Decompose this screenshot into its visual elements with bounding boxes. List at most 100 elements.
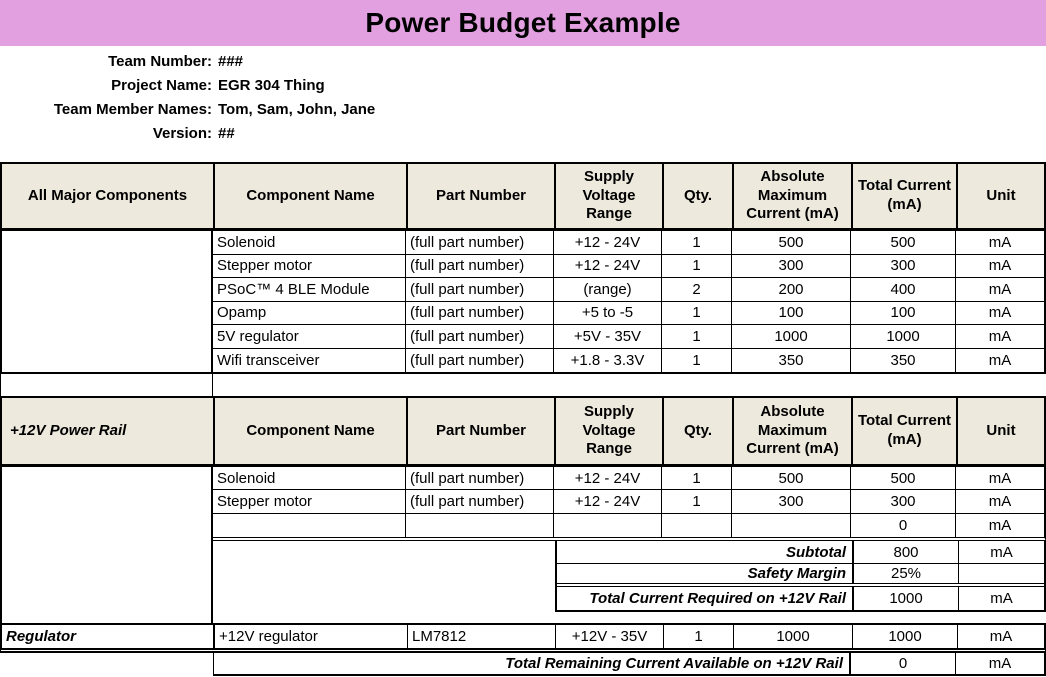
info-block: Team Number: ### Project Name: EGR 304 T… — [0, 49, 375, 145]
version-label: Version: — [152, 124, 212, 142]
table-row: PSoC™ 4 BLE Module (full part number) (r… — [213, 278, 1044, 302]
cell-part-number: (full part number) — [406, 348, 554, 372]
page-title: Power Budget Example — [365, 7, 681, 38]
cell-part-number: (full part number) — [406, 467, 554, 490]
table-row: 5V regulator (full part number) +5V - 35… — [213, 325, 1044, 349]
table-row: Stepper motor (full part number) +12 - 2… — [213, 254, 1044, 278]
info-row-project-name: Project Name: EGR 304 Thing — [0, 73, 375, 97]
cell-total-current: 1000 — [853, 625, 958, 648]
cell-supply-voltage: +12 - 24V — [554, 254, 662, 277]
cell-component-name: Wifi transceiver — [213, 348, 406, 372]
cell-part-number: (full part number) — [406, 231, 554, 254]
total-remaining-value: 0 — [851, 653, 956, 674]
subtotal-label: Subtotal — [557, 541, 854, 563]
all-components-table-body: Solenoid (full part number) +12 - 24V 1 … — [0, 231, 1046, 374]
cell-abs-max-current: 200 — [732, 278, 851, 301]
col-header-abs-max-current: Absolute Maximum Current (mA) — [734, 164, 853, 228]
version-value: ## — [218, 124, 235, 142]
col-header-supply-voltage: Supply Voltage Range — [556, 398, 664, 464]
total-required-label: Total Current Required on +12V Rail — [557, 587, 854, 610]
col-header-total-current: Total Current (mA) — [853, 398, 958, 464]
column-connector-lines — [0, 374, 213, 396]
cell-unit: mA — [988, 351, 1012, 369]
cell-abs-max-current: 500 — [732, 231, 851, 254]
subtotal-unit: mA — [990, 543, 1013, 561]
safety-margin-row: Safety Margin 25% — [557, 564, 1044, 587]
cell-total-current: 100 — [851, 301, 956, 324]
all-components-rows: Solenoid (full part number) +12 - 24V 1 … — [213, 231, 1044, 372]
cell-total-current: 350 — [851, 348, 956, 372]
cell-supply-voltage: (range) — [554, 278, 662, 301]
cell-total-current: 500 — [851, 467, 956, 490]
cell-total-current: 500 — [851, 231, 956, 254]
team-number-value: ### — [218, 52, 244, 70]
cell-abs-max-current: 300 — [732, 490, 851, 513]
info-row-version: Version: ## — [0, 121, 375, 145]
col-header-qty: Qty. — [664, 164, 734, 228]
cell-unit: mA — [988, 516, 1012, 534]
safety-margin-unit — [959, 564, 1044, 583]
cell-abs-max-current — [732, 513, 851, 537]
col-header-component-name: Component Name — [215, 164, 408, 228]
cell-component-name: 5V regulator — [213, 325, 406, 348]
col-header-total-current: Total Current (mA) — [853, 164, 958, 228]
table-row: Solenoid (full part number) +12 - 24V 1 … — [213, 467, 1044, 491]
cell-abs-max-current: 1000 — [734, 625, 853, 648]
cell-abs-max-current: 100 — [732, 301, 851, 324]
team-number-label: Team Number: — [108, 52, 212, 70]
subtotal-row: Subtotal 800 mA — [557, 541, 1044, 564]
power-rail-header-row: +12V Power Rail Component Name Part Numb… — [0, 396, 1046, 467]
power-rail-empty-column — [0, 467, 213, 623]
total-remaining-unit: mA — [988, 655, 1012, 672]
total-remaining-label: Total Remaining Current Available on +12… — [214, 653, 851, 674]
cell-abs-max-current: 300 — [732, 254, 851, 277]
subtotal-value: 800 — [854, 541, 959, 563]
cell-part-number — [406, 513, 554, 537]
cell-qty: 1 — [662, 467, 732, 490]
cell-total-current: 1000 — [851, 325, 956, 348]
cell-part-number: LM7812 — [408, 625, 556, 648]
cell-qty — [662, 513, 732, 537]
cell-part-number: (full part number) — [406, 490, 554, 513]
cell-unit: mA — [988, 280, 1012, 298]
cell-total-current: 300 — [851, 254, 956, 277]
col-header-component-name: Component Name — [215, 398, 408, 464]
title-banner: Power Budget Example — [0, 0, 1046, 46]
cell-component-name: Opamp — [213, 301, 406, 324]
table-row-empty: 0 mA — [213, 513, 1044, 537]
cell-qty: 1 — [662, 301, 732, 324]
col-header-unit: Unit — [986, 421, 1016, 439]
safety-margin-label: Safety Margin — [557, 564, 854, 583]
cell-component-name: Stepper motor — [213, 490, 406, 513]
cell-qty: 1 — [662, 254, 732, 277]
cell-unit: mA — [988, 257, 1012, 275]
cell-qty: 1 — [662, 348, 732, 372]
team-members-label: Team Member Names: — [53, 100, 212, 118]
table-row: Stepper motor (full part number) +12 - 2… — [213, 490, 1044, 514]
cell-total-current: 300 — [851, 490, 956, 513]
col-header-part-number: Part Number — [408, 398, 556, 464]
cell-supply-voltage: +12 - 24V — [554, 467, 662, 490]
col-header-part-number: Part Number — [408, 164, 556, 228]
cell-unit: mA — [988, 327, 1012, 345]
regulator-section-label: Regulator — [2, 625, 215, 648]
cell-qty: 1 — [662, 490, 732, 513]
cell-unit: mA — [988, 233, 1012, 251]
cell-supply-voltage: +12 - 24V — [554, 490, 662, 513]
cell-part-number: (full part number) — [406, 278, 554, 301]
power-rail-summary: Subtotal 800 mA Safety Margin 25% Total … — [555, 541, 1046, 612]
table-row: Solenoid (full part number) +12 - 24V 1 … — [213, 231, 1044, 255]
cell-component-name: +12V regulator — [215, 625, 408, 648]
cell-component-name: Solenoid — [213, 467, 406, 490]
regulator-row: Regulator +12V regulator LM7812 +12V - 3… — [0, 623, 1046, 653]
cell-qty: 2 — [662, 278, 732, 301]
cell-supply-voltage: +1.8 - 3.3V — [554, 348, 662, 372]
cell-component-name — [213, 513, 406, 537]
cell-abs-max-current: 500 — [732, 467, 851, 490]
col-header-abs-max-current: Absolute Maximum Current (mA) — [734, 398, 853, 464]
cell-total-current: 400 — [851, 278, 956, 301]
cell-qty: 1 — [664, 625, 734, 648]
total-required-row: Total Current Required on +12V Rail 1000… — [557, 587, 1044, 610]
table-row: Opamp (full part number) +5 to -5 1 100 … — [213, 301, 1044, 325]
